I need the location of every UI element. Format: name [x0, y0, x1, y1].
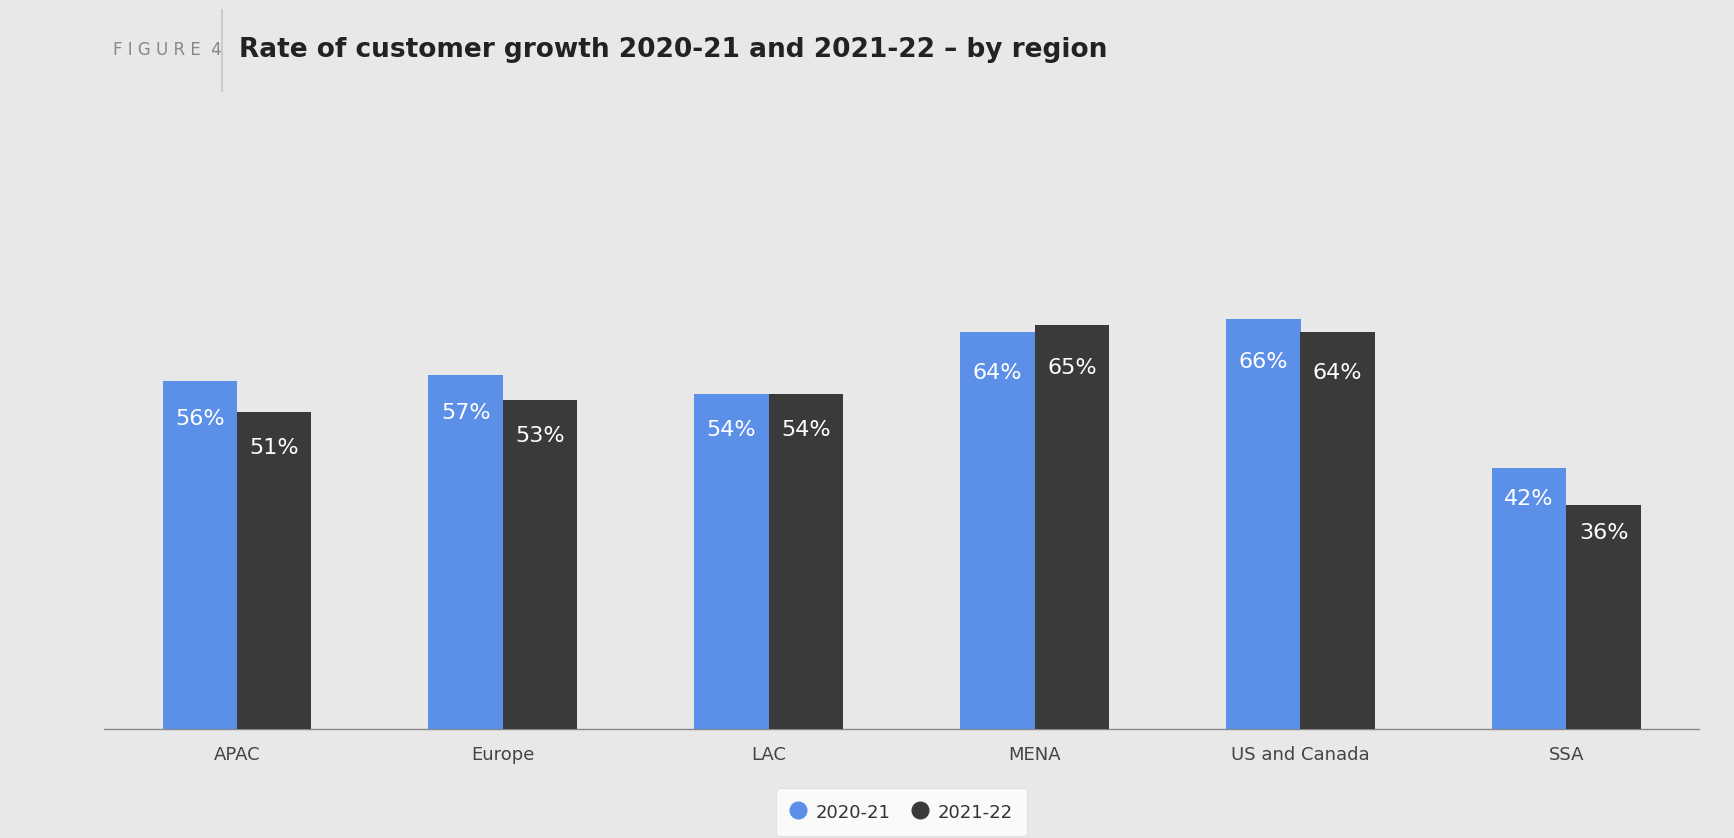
Bar — [428, 375, 503, 729]
Text: 57%: 57% — [440, 403, 491, 423]
Legend: 2020-21, 2021-22: 2020-21, 2021-22 — [777, 788, 1027, 836]
Bar — [1035, 325, 1110, 729]
Bar — [1300, 332, 1375, 729]
Text: 42%: 42% — [1505, 489, 1554, 509]
Text: 54%: 54% — [780, 421, 831, 441]
Bar — [503, 400, 577, 729]
Text: 66%: 66% — [1238, 352, 1288, 372]
Text: 64%: 64% — [973, 364, 1021, 383]
Text: Rate of customer growth 2020-21 and 2021-22 – by region: Rate of customer growth 2020-21 and 2021… — [239, 37, 1108, 64]
Text: 36%: 36% — [1580, 524, 1628, 543]
Bar — [1491, 468, 1566, 729]
Text: 64%: 64% — [1313, 364, 1363, 383]
Text: 54%: 54% — [707, 421, 756, 441]
Text: F I G U R E  4: F I G U R E 4 — [113, 41, 222, 59]
Bar — [694, 394, 768, 729]
Text: 56%: 56% — [175, 409, 225, 429]
Text: 65%: 65% — [1047, 358, 1096, 378]
Text: 53%: 53% — [515, 427, 565, 446]
Bar — [768, 394, 843, 729]
Bar — [163, 381, 238, 729]
Text: 51%: 51% — [250, 437, 298, 458]
Bar — [961, 332, 1035, 729]
Bar — [1226, 319, 1300, 729]
Bar — [238, 412, 312, 729]
Bar — [1566, 505, 1640, 729]
